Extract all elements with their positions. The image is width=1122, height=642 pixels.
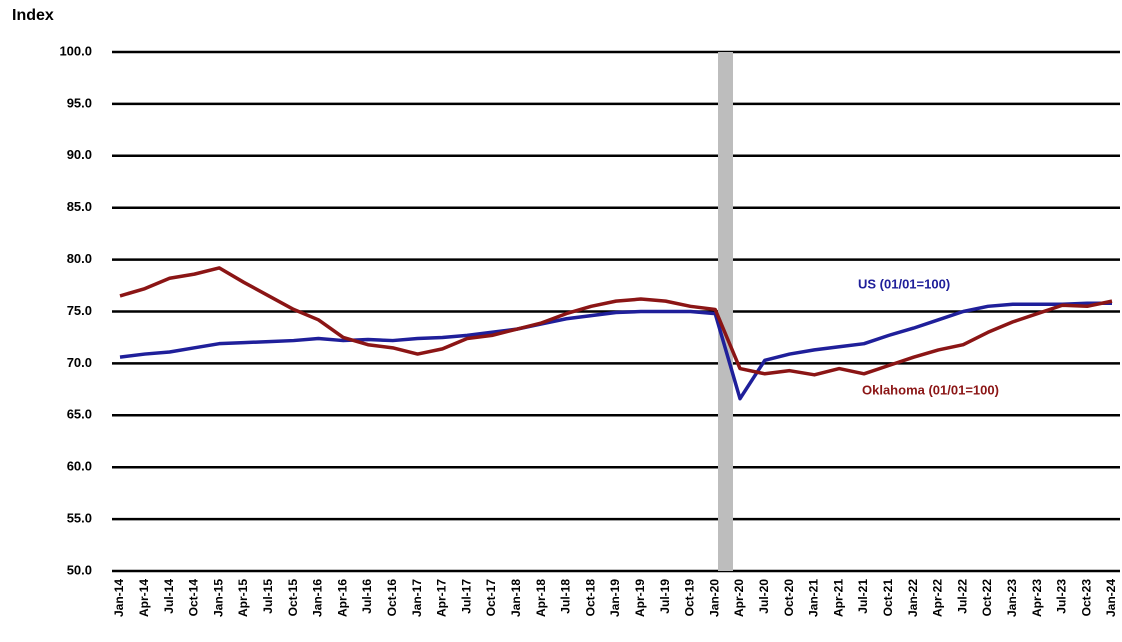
grid: 50.0 55.0 60.0 65.0 70.0 75.0 80.0 85.0 90.0 95.0… <box>59 43 1120 617</box>
x-tick-label: Oct-17 <box>484 579 498 617</box>
x-tick-label: Jan-19 <box>608 579 622 617</box>
x-tick-label: Apr-23 <box>1030 579 1044 617</box>
y-tick-label: 70.0 <box>67 355 92 370</box>
x-tick-label: Jan-16 <box>311 579 325 617</box>
x-tick-label: Jan-24 <box>1104 579 1118 617</box>
x-tick-label: Jan-20 <box>707 579 721 617</box>
x-tick-label: Jul-22 <box>955 579 969 614</box>
series-annotation: Oklahoma (01/01=100) <box>862 382 999 397</box>
x-tick-label: Jul-19 <box>658 579 672 614</box>
x-tick-label: Apr-22 <box>931 579 945 617</box>
y-tick-label: 50.0 <box>67 562 92 577</box>
x-tick-label: Jul-23 <box>1055 579 1069 614</box>
y-tick-label: 90.0 <box>67 147 92 162</box>
x-tick-label: Apr-15 <box>236 579 250 617</box>
x-tick-label: Apr-21 <box>831 579 845 617</box>
x-tick-label: Oct-18 <box>583 579 597 617</box>
series-line <box>119 301 1112 401</box>
x-tick-label: Jul-15 <box>261 579 275 614</box>
x-tick-label: Oct-20 <box>782 579 796 617</box>
x-tick-label: Jan-15 <box>211 579 225 617</box>
x-tick-label: Oct-16 <box>385 579 399 617</box>
x-tick-label: Jan-21 <box>807 579 821 617</box>
x-tick-label: Oct-21 <box>881 579 895 617</box>
y-tick-label: 60.0 <box>67 459 92 474</box>
x-tick-label: Apr-17 <box>435 579 449 617</box>
x-tick-label: Jan-14 <box>112 579 126 617</box>
x-tick-label: Jul-17 <box>459 579 473 614</box>
x-tick-label: Jul-21 <box>856 579 870 614</box>
y-tick-label: 65.0 <box>67 407 92 422</box>
x-tick-label: Jan-18 <box>509 579 523 617</box>
recession-shading <box>718 52 733 571</box>
plot <box>119 266 1113 401</box>
x-tick-label: Apr-18 <box>534 579 548 617</box>
y-tick-label: 100.0 <box>59 43 92 58</box>
x-tick-label: Jul-20 <box>757 579 771 614</box>
x-tick-label: Oct-23 <box>1079 579 1093 617</box>
y-tick-label: 85.0 <box>67 199 92 214</box>
x-tick-label: Oct-22 <box>980 579 994 617</box>
y-tick-label: 95.0 <box>67 95 92 110</box>
x-tick-label: Jan-22 <box>906 579 920 617</box>
y-tick-label: 80.0 <box>67 251 92 266</box>
x-tick-label: Apr-19 <box>633 579 647 617</box>
y-tick-label: 75.0 <box>67 303 92 318</box>
y-tick-label: 55.0 <box>67 511 92 526</box>
x-tick-label: Oct-19 <box>683 579 697 617</box>
x-tick-label: Apr-16 <box>335 579 349 617</box>
x-tick-label: Apr-14 <box>137 579 151 617</box>
x-tick-label: Jul-18 <box>559 579 573 614</box>
y-axis-label: Index <box>12 7 54 24</box>
x-tick-label: Apr-20 <box>732 579 746 617</box>
x-tick-label: Oct-14 <box>187 579 201 617</box>
x-tick-label: Jul-14 <box>162 579 176 614</box>
x-tick-label: Jan-23 <box>1005 579 1019 617</box>
x-tick-label: Jan-17 <box>410 579 424 617</box>
series-line <box>119 266 1113 377</box>
x-tick-label: Oct-15 <box>286 579 300 617</box>
series-annotation: US (01/01=100) <box>858 276 950 291</box>
x-tick-label: Jul-16 <box>360 579 374 614</box>
